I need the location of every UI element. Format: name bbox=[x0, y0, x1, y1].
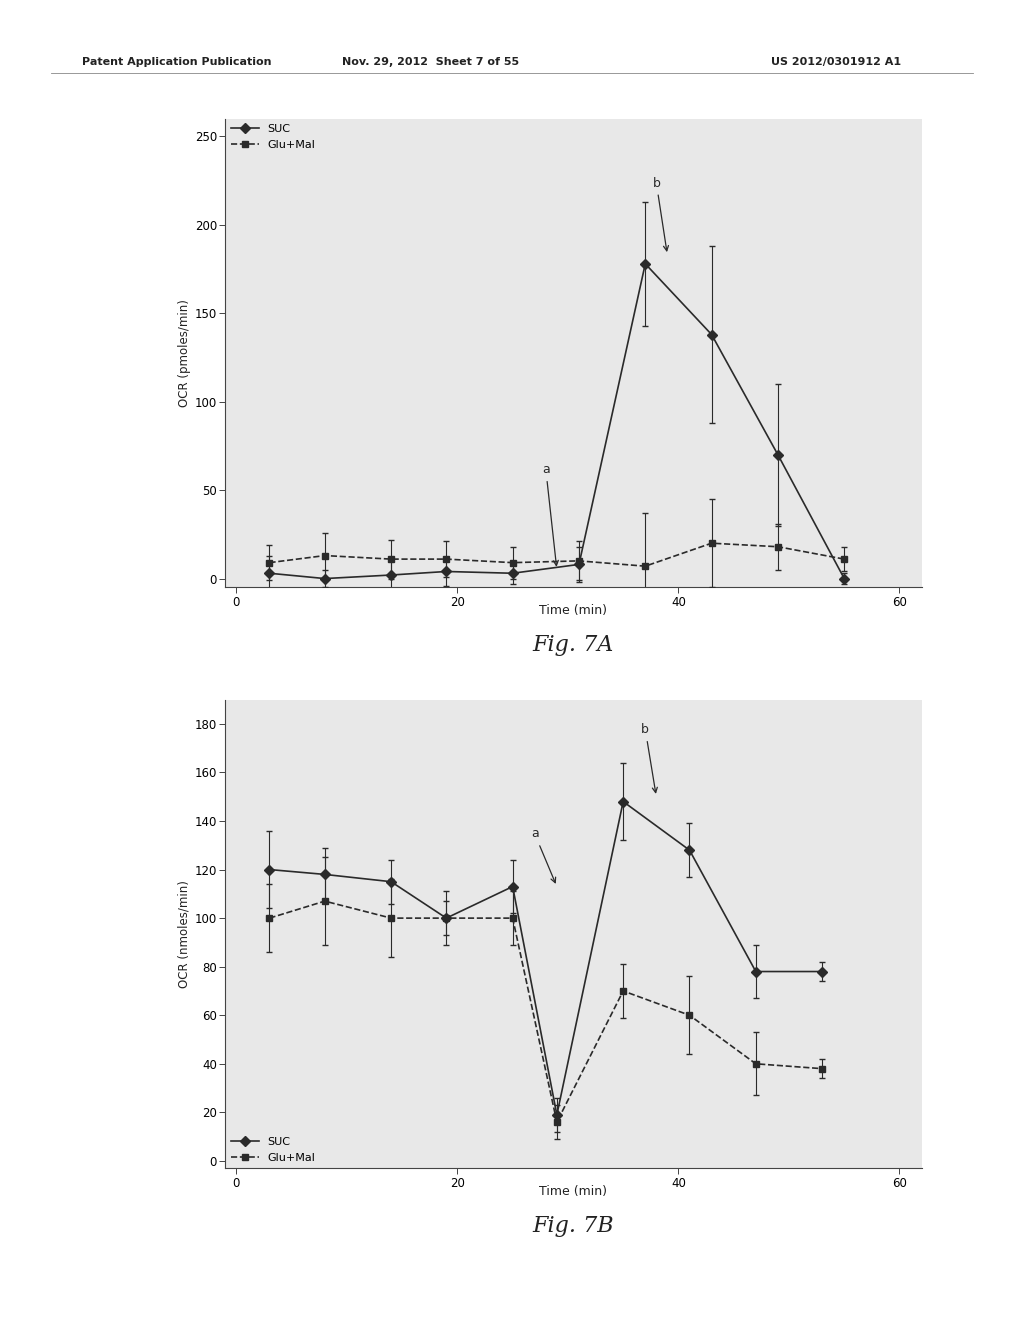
Text: Nov. 29, 2012  Sheet 7 of 55: Nov. 29, 2012 Sheet 7 of 55 bbox=[342, 57, 518, 67]
Text: b: b bbox=[641, 723, 657, 792]
Legend: SUC, Glu+Mal: SUC, Glu+Mal bbox=[230, 1137, 315, 1163]
Text: US 2012/0301912 A1: US 2012/0301912 A1 bbox=[771, 57, 901, 67]
Text: a: a bbox=[530, 828, 556, 883]
Text: b: b bbox=[652, 177, 669, 251]
Text: Time (min): Time (min) bbox=[540, 1184, 607, 1197]
Text: Time (min): Time (min) bbox=[540, 603, 607, 616]
Text: Fig. 7A: Fig. 7A bbox=[532, 634, 614, 656]
Text: Patent Application Publication: Patent Application Publication bbox=[82, 57, 271, 67]
Legend: SUC, Glu+Mal: SUC, Glu+Mal bbox=[230, 124, 315, 150]
Text: Fig. 7B: Fig. 7B bbox=[532, 1214, 614, 1237]
Text: a: a bbox=[542, 463, 558, 565]
Y-axis label: OCR (nmoles/min): OCR (nmoles/min) bbox=[177, 880, 190, 987]
Y-axis label: OCR (pmoles/min): OCR (pmoles/min) bbox=[177, 300, 190, 407]
